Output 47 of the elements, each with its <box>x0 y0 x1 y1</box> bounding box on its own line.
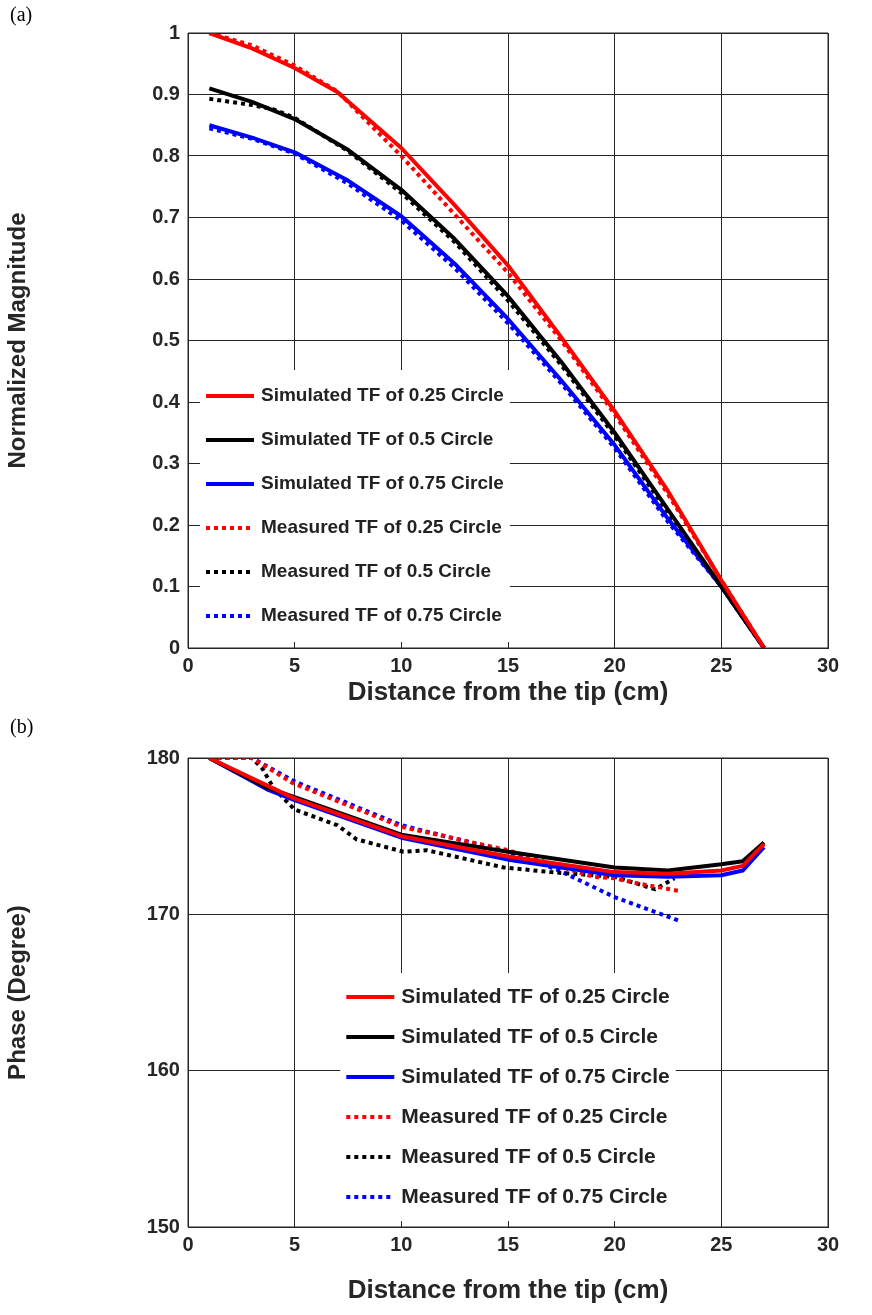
y-tick-label: 0.8 <box>152 143 180 166</box>
x-tick-label: 5 <box>289 653 301 676</box>
x-axis-title: Distance from the tip (cm) <box>347 675 669 706</box>
y-tick-label: 0.7 <box>152 205 180 228</box>
x-tick-label: 10 <box>390 653 413 676</box>
x-tick-label: 30 <box>816 1232 840 1255</box>
y-axis-title: Phase (Degree) <box>3 905 31 1080</box>
x-tick-label: 5 <box>289 1232 301 1255</box>
x-tick-label: 0 <box>182 653 194 676</box>
y-tick-label: 0.2 <box>152 512 180 535</box>
legend-label: Measured TF of 0.25 Circle <box>401 1103 668 1127</box>
y-tick-label: 0.1 <box>152 574 180 597</box>
legend-label: Simulated TF of 0.75 Circle <box>401 1063 670 1087</box>
legend-label: Measured TF of 0.5 Circle <box>401 1143 656 1167</box>
legend-label: Simulated TF of 0.25 Circle <box>401 983 670 1007</box>
legend-label: Measured TF of 0.5 Circle <box>261 560 492 582</box>
x-tick-label: 20 <box>603 653 626 676</box>
text: (a) <box>10 3 33 27</box>
legend-label: Measured TF of 0.75 Circle <box>261 604 502 626</box>
x-tick-label: 20 <box>603 1232 626 1255</box>
x-tick-label: 0 <box>182 1232 194 1255</box>
text: (b) <box>10 715 34 739</box>
legend-label: Simulated TF of 0.75 Circle <box>261 472 504 494</box>
x-tick-label: 30 <box>816 653 840 676</box>
y-tick-label: 0.6 <box>152 266 180 289</box>
y-tick-label: 1 <box>168 20 180 43</box>
x-tick-label: 10 <box>390 1232 413 1255</box>
legend-label: Measured TF of 0.25 Circle <box>261 516 502 538</box>
y-tick-label: 150 <box>146 1214 180 1237</box>
y-tick-label: 0.9 <box>152 82 180 105</box>
legend-label: Measured TF of 0.75 Circle <box>401 1183 668 1207</box>
x-tick-label: 25 <box>710 1232 733 1255</box>
y-tick-label: 0 <box>168 635 180 658</box>
x-tick-label: 15 <box>496 653 520 676</box>
legend-label: Simulated TF of 0.5 Circle <box>261 428 494 450</box>
legend-label: Simulated TF of 0.25 Circle <box>261 384 504 406</box>
y-tick-label: 170 <box>146 901 180 924</box>
y-tick-label: 180 <box>146 745 180 768</box>
legend-label: Simulated TF of 0.5 Circle <box>401 1023 659 1047</box>
y-tick-label: 160 <box>146 1058 180 1081</box>
x-tick-label: 15 <box>496 1232 520 1255</box>
y-tick-label: 0.3 <box>152 451 180 474</box>
x-axis-title: Distance from the tip (cm) <box>347 1273 669 1304</box>
y-axis-title: Normalized Magnitude <box>3 212 31 469</box>
y-tick-label: 0.5 <box>152 328 180 351</box>
y-tick-label: 0.4 <box>152 389 181 412</box>
x-tick-label: 25 <box>710 653 733 676</box>
